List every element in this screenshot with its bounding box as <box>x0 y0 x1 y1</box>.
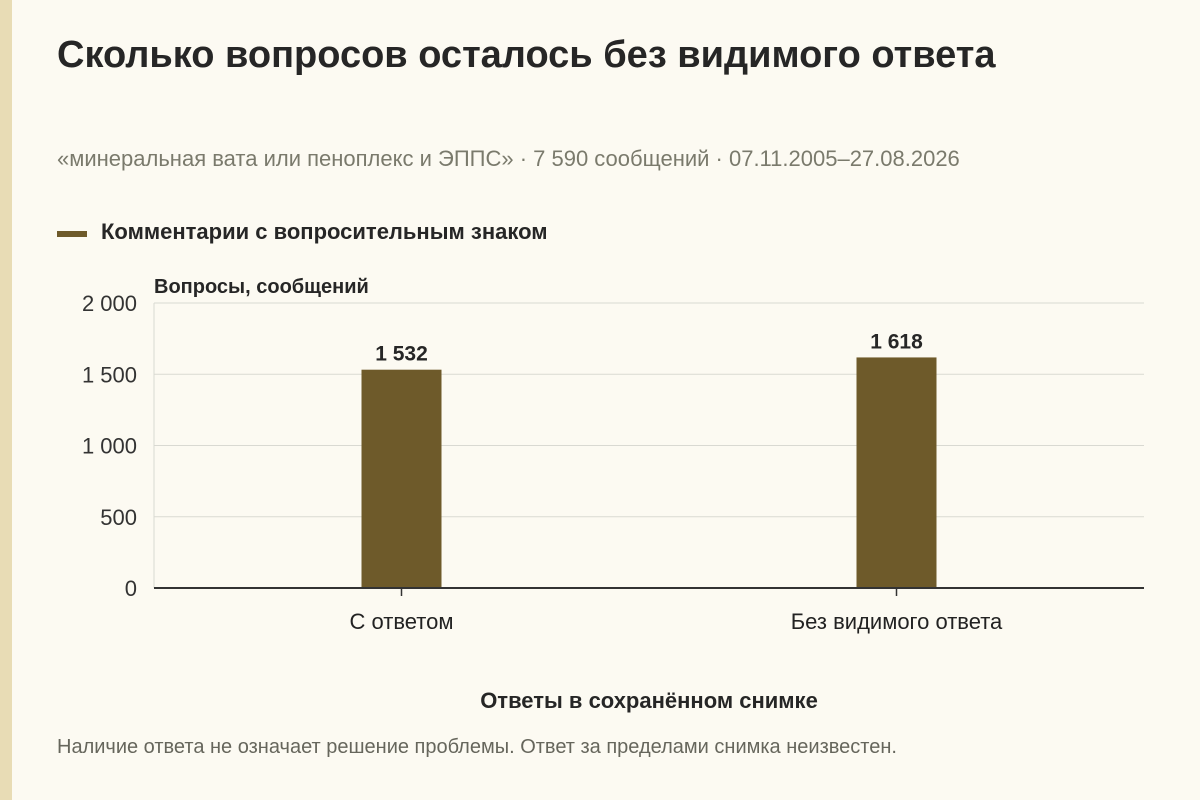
y-tick-label: 2 000 <box>82 291 137 316</box>
chart-subtitle: «минеральная вата или пеноплекс и ЭППС» … <box>57 146 960 171</box>
x-tick-label: Без видимого ответа <box>791 609 1003 634</box>
y-axis-label: Вопросы, сообщений <box>154 276 369 298</box>
y-axis-ticks: 0 500 1 000 1 500 2 000 <box>82 291 137 601</box>
axes <box>153 303 1144 589</box>
legend-label: Комментарии с вопросительным знаком <box>101 219 548 244</box>
legend-swatch <box>57 231 87 237</box>
bar-value-label: 1 532 <box>375 343 428 366</box>
chart-title: Сколько вопросов осталось без видимого о… <box>57 34 996 76</box>
bars: 1 532 1 618 <box>361 330 937 588</box>
y-tick-label: 1 000 <box>82 434 137 459</box>
gridlines <box>154 302 1144 518</box>
left-accent-rule <box>0 0 12 800</box>
x-axis-ticks: С ответом Без видимого ответа <box>350 588 1003 634</box>
bar <box>361 369 442 588</box>
legend: Комментарии с вопросительным знаком <box>57 219 548 245</box>
x-tick-label: С ответом <box>350 609 454 634</box>
y-tick-label: 1 500 <box>82 362 137 387</box>
bar <box>856 357 937 588</box>
x-axis-label: Ответы в сохранённом снимке <box>480 688 818 713</box>
footnote: Наличие ответа не означает решение пробл… <box>57 736 897 758</box>
y-tick-label: 0 <box>125 576 137 601</box>
y-tick-label: 500 <box>100 505 137 530</box>
bar-value-label: 1 618 <box>870 330 923 353</box>
